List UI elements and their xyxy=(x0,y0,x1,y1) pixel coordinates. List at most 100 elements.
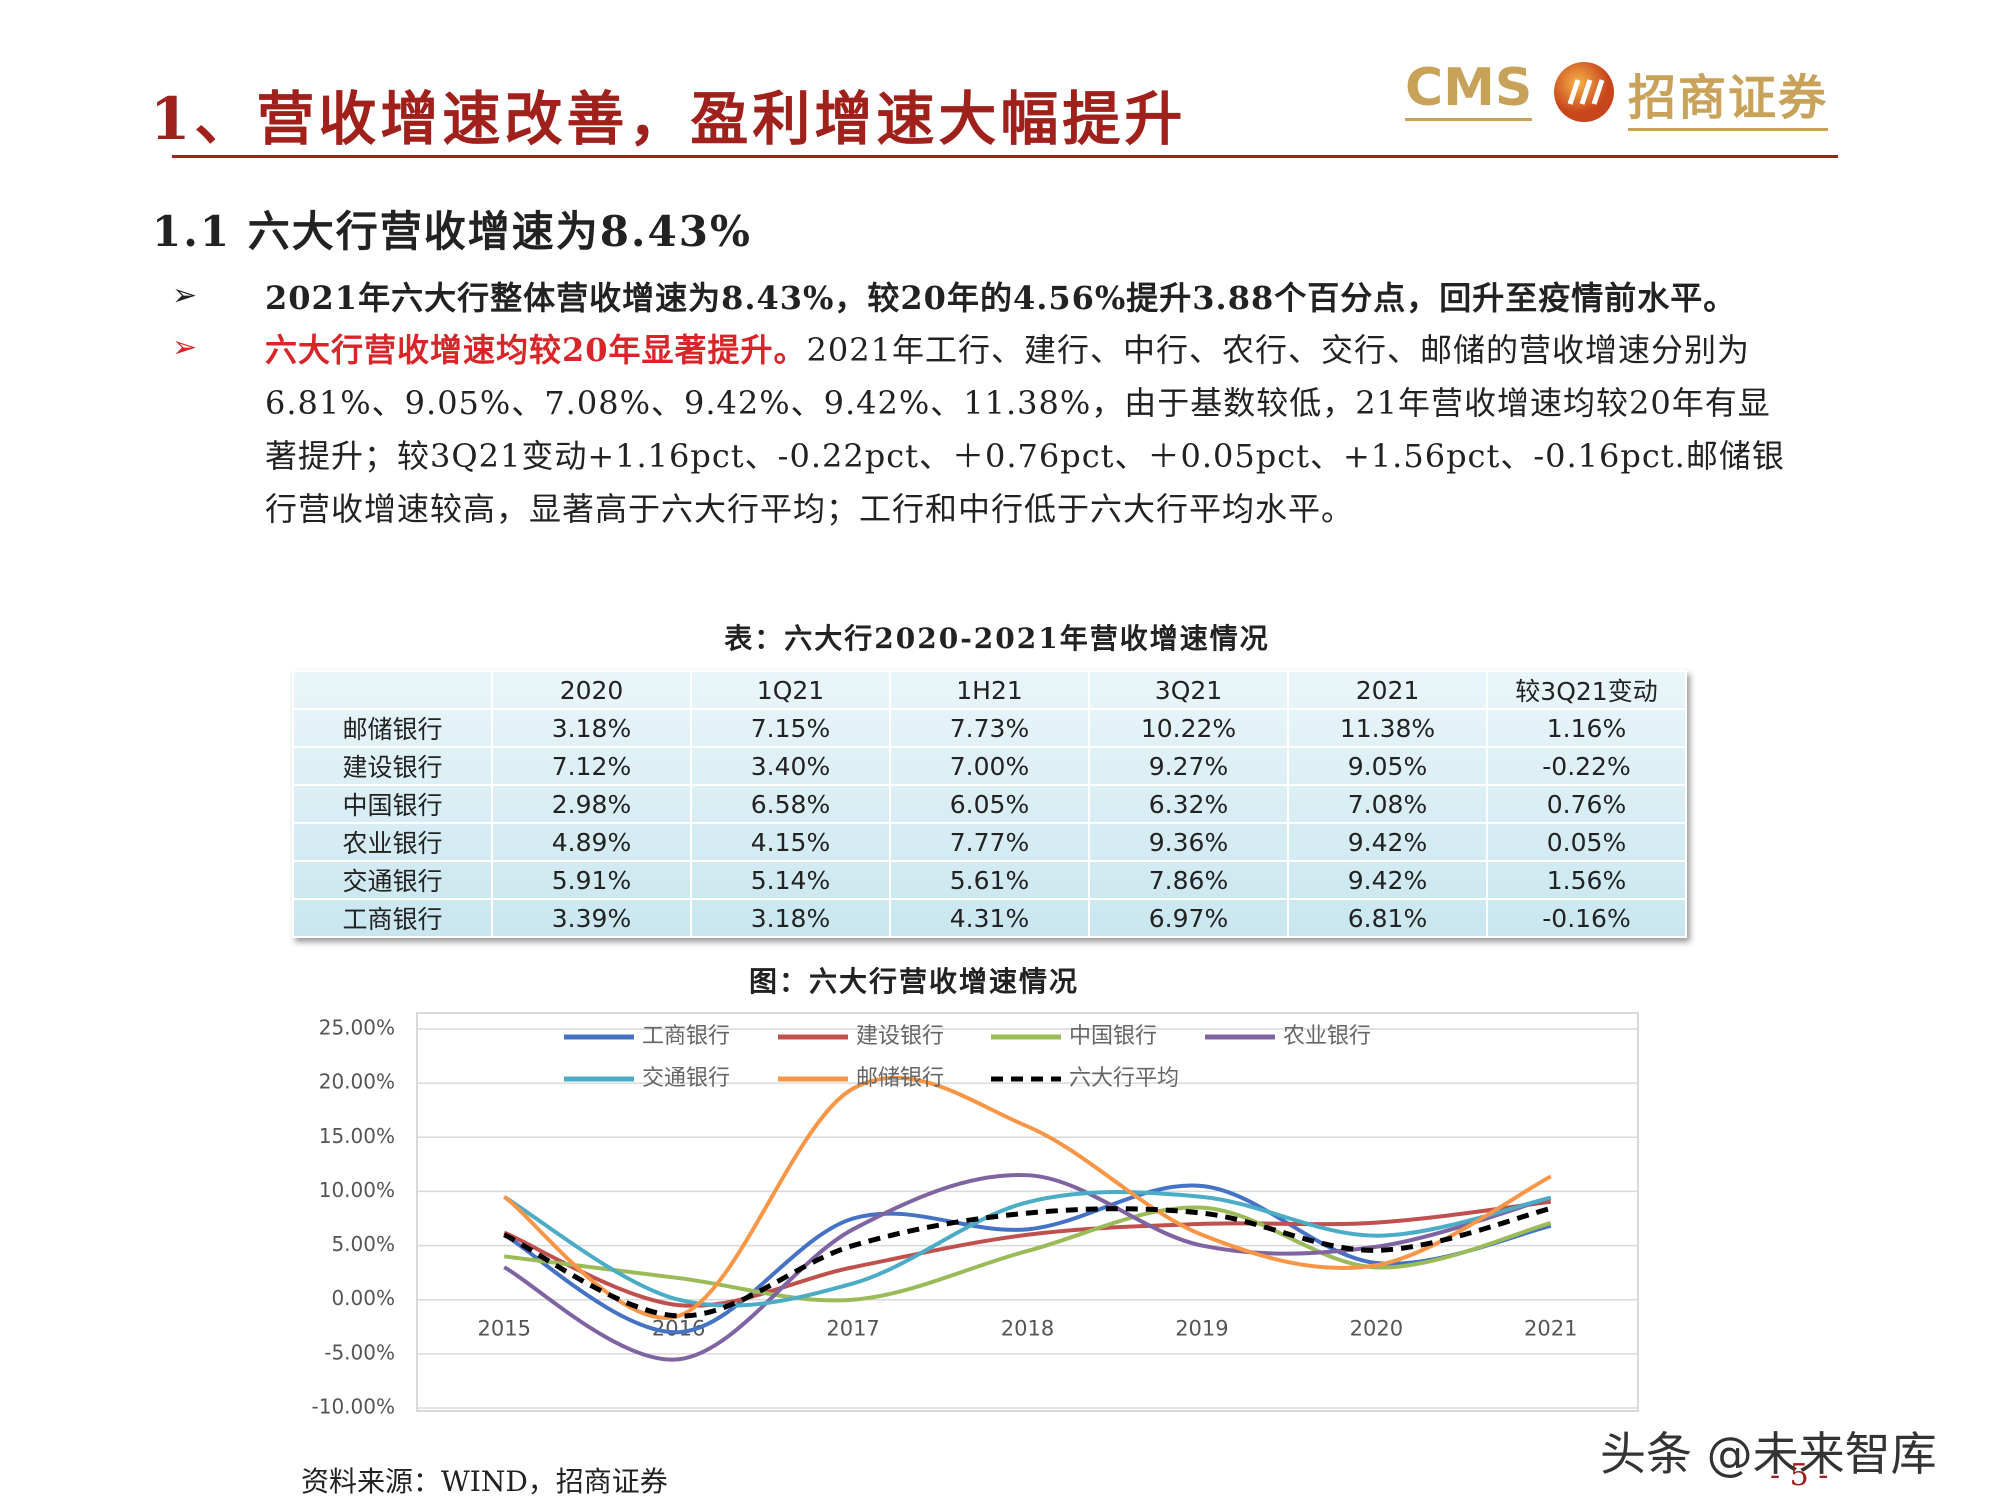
column-header: 2021 xyxy=(1287,670,1488,710)
plot-frame xyxy=(416,1012,1639,1412)
table-cell: 4.15% xyxy=(690,822,891,862)
title-rule xyxy=(172,155,1838,158)
legend-label: 工商银行 xyxy=(642,1024,730,1049)
legend-label: 六大行平均 xyxy=(1069,1066,1179,1091)
table-cell: 9.36% xyxy=(1088,822,1289,862)
table-cell: 9.42% xyxy=(1287,860,1488,900)
table-corner xyxy=(292,670,493,710)
y-tick-label: 0.00% xyxy=(331,1286,395,1310)
x-tick-label: 2019 xyxy=(1175,1317,1228,1341)
table-cell: -0.22% xyxy=(1486,746,1687,786)
table-cell: 4.89% xyxy=(491,822,692,862)
table-cell: 10.22% xyxy=(1088,708,1289,748)
table-cell: 7.73% xyxy=(889,708,1090,748)
series-line xyxy=(503,1199,1552,1308)
table-cell: 2.98% xyxy=(491,784,692,824)
legend-label: 交通银行 xyxy=(642,1066,730,1091)
series-line xyxy=(503,1205,1552,1319)
table-cell: 6.58% xyxy=(690,784,891,824)
y-tick-label: 25.00% xyxy=(319,1016,395,1040)
bullet-marker: ➢ xyxy=(172,278,198,313)
table-cell: 7.08% xyxy=(1287,784,1488,824)
series-line xyxy=(503,1205,1552,1303)
y-tick-label: 15.00% xyxy=(319,1124,395,1148)
table-cell: 0.05% xyxy=(1486,822,1687,862)
table-cell: 0.76% xyxy=(1486,784,1687,824)
title: 1、营收增速改善，盈利增速大幅提升 xyxy=(150,85,1187,153)
data-table: 2020 1Q21 1H21 3Q21 2021 较3Q21变动 邮储银行 3.18% 7.15… xyxy=(292,670,1687,938)
table-row: 邮储银行 3.18% 7.15% 7.73% 10.22% 11.38% 1.16% xyxy=(292,708,1687,748)
table-row: 交通银行 5.91% 5.14% 5.61% 7.86% 9.42% 1.56% xyxy=(292,860,1687,900)
table-cell: 6.05% xyxy=(889,784,1090,824)
bullet-highlight: 六大行营收增速均较20年显著提升。 xyxy=(265,331,807,369)
series-line xyxy=(503,1183,1552,1335)
bullet-text: 2021年工行、建行、中行、农行、交行、邮储的营收增速分别为6.81%、9.05… xyxy=(265,331,1785,528)
table-cell: 9.42% xyxy=(1287,822,1488,862)
table-cell: 3.18% xyxy=(491,708,692,748)
table-header-row: 2020 1Q21 1H21 3Q21 2021 较3Q21变动 xyxy=(292,670,1687,710)
row-header: 建设银行 xyxy=(292,746,493,786)
legend-label: 邮储银行 xyxy=(856,1066,944,1091)
row-header: 邮储银行 xyxy=(292,708,493,748)
table-cell: 3.40% xyxy=(690,746,891,786)
table-cell: 7.77% xyxy=(889,822,1090,862)
table-caption: 表：六大行2020-2021年营收增速情况 xyxy=(724,622,1270,655)
x-tick-label: 2021 xyxy=(1524,1317,1577,1341)
row-header: 中国银行 xyxy=(292,784,493,824)
table-cell: 5.91% xyxy=(491,860,692,900)
logo-text: CMS xyxy=(1405,58,1533,121)
table-row: 工商银行 3.39% 3.18% 4.31% 6.97% 6.81% -0.16% xyxy=(292,898,1687,938)
x-tick-label: 2015 xyxy=(477,1317,530,1341)
chart-caption: 图：六大行营收增速情况 xyxy=(748,965,1080,998)
series-line xyxy=(503,1075,1552,1320)
x-tick-label: 2018 xyxy=(1001,1317,1054,1341)
column-header: 1Q21 xyxy=(690,670,891,710)
table-row: 中国银行 2.98% 6.58% 6.05% 6.32% 7.08% 0.76% xyxy=(292,784,1687,824)
series-line xyxy=(503,1190,1552,1308)
legend-label: 中国银行 xyxy=(1069,1024,1157,1049)
table-cell: 7.00% xyxy=(889,746,1090,786)
bullet-text: 2021年六大行整体营收增速为8.43%，较20年的4.56%提升3.88个百分… xyxy=(265,279,1737,317)
table-row: 农业银行 4.89% 4.15% 7.77% 9.36% 9.42% 0.05% xyxy=(292,822,1687,862)
watermark: 头条 @未来智库 xyxy=(1600,1427,1937,1481)
table-cell: 7.12% xyxy=(491,746,692,786)
legend-label: 建设银行 xyxy=(856,1024,944,1049)
series-line xyxy=(503,1173,1552,1362)
y-tick-label: 5.00% xyxy=(331,1232,395,1256)
row-header: 工商银行 xyxy=(292,898,493,938)
x-tick-label: 2020 xyxy=(1350,1317,1403,1341)
table-cell: 7.86% xyxy=(1088,860,1289,900)
table-cell: 5.14% xyxy=(690,860,891,900)
section-heading: 1.1 六大行营收增速为8.43% xyxy=(152,207,752,256)
row-header: 农业银行 xyxy=(292,822,493,862)
y-tick-label: 10.00% xyxy=(319,1178,395,1202)
table-cell: 6.32% xyxy=(1088,784,1289,824)
page-number: - 5 - xyxy=(1770,1458,1829,1493)
column-header: 较3Q21变动 xyxy=(1486,670,1687,710)
table-cell: 3.18% xyxy=(690,898,891,938)
bullet-paragraph: 六大行营收增速均较20年显著提升。2021年工行、建行、中行、农行、交行、邮储的… xyxy=(265,324,1795,536)
column-header: 3Q21 xyxy=(1088,670,1289,710)
table-row: 建设银行 7.12% 3.40% 7.00% 9.27% 9.05% -0.22% xyxy=(292,746,1687,786)
table-cell: 5.61% xyxy=(889,860,1090,900)
y-tick-label: 20.00% xyxy=(319,1070,395,1094)
y-tick-label: -10.00% xyxy=(312,1395,395,1419)
row-header: 交通银行 xyxy=(292,860,493,900)
source-note: 资料来源：WIND，招商证券 xyxy=(301,1465,668,1498)
table-cell: 4.31% xyxy=(889,898,1090,938)
bullet-marker: ➢ xyxy=(172,330,198,365)
table-cell: 7.15% xyxy=(690,708,891,748)
y-tick-label: -5.00% xyxy=(324,1340,395,1364)
x-tick-label: 2017 xyxy=(826,1317,879,1341)
column-header: 1H21 xyxy=(889,670,1090,710)
legend-label: 农业银行 xyxy=(1283,1024,1371,1049)
logo-text: 招商证券 xyxy=(1628,58,1829,131)
table-cell: -0.16% xyxy=(1486,898,1687,938)
table-cell: 3.39% xyxy=(491,898,692,938)
table-cell: 1.56% xyxy=(1486,860,1687,900)
table-cell: 9.27% xyxy=(1088,746,1289,786)
table-cell: 1.16% xyxy=(1486,708,1687,748)
column-header: 2020 xyxy=(491,670,692,710)
